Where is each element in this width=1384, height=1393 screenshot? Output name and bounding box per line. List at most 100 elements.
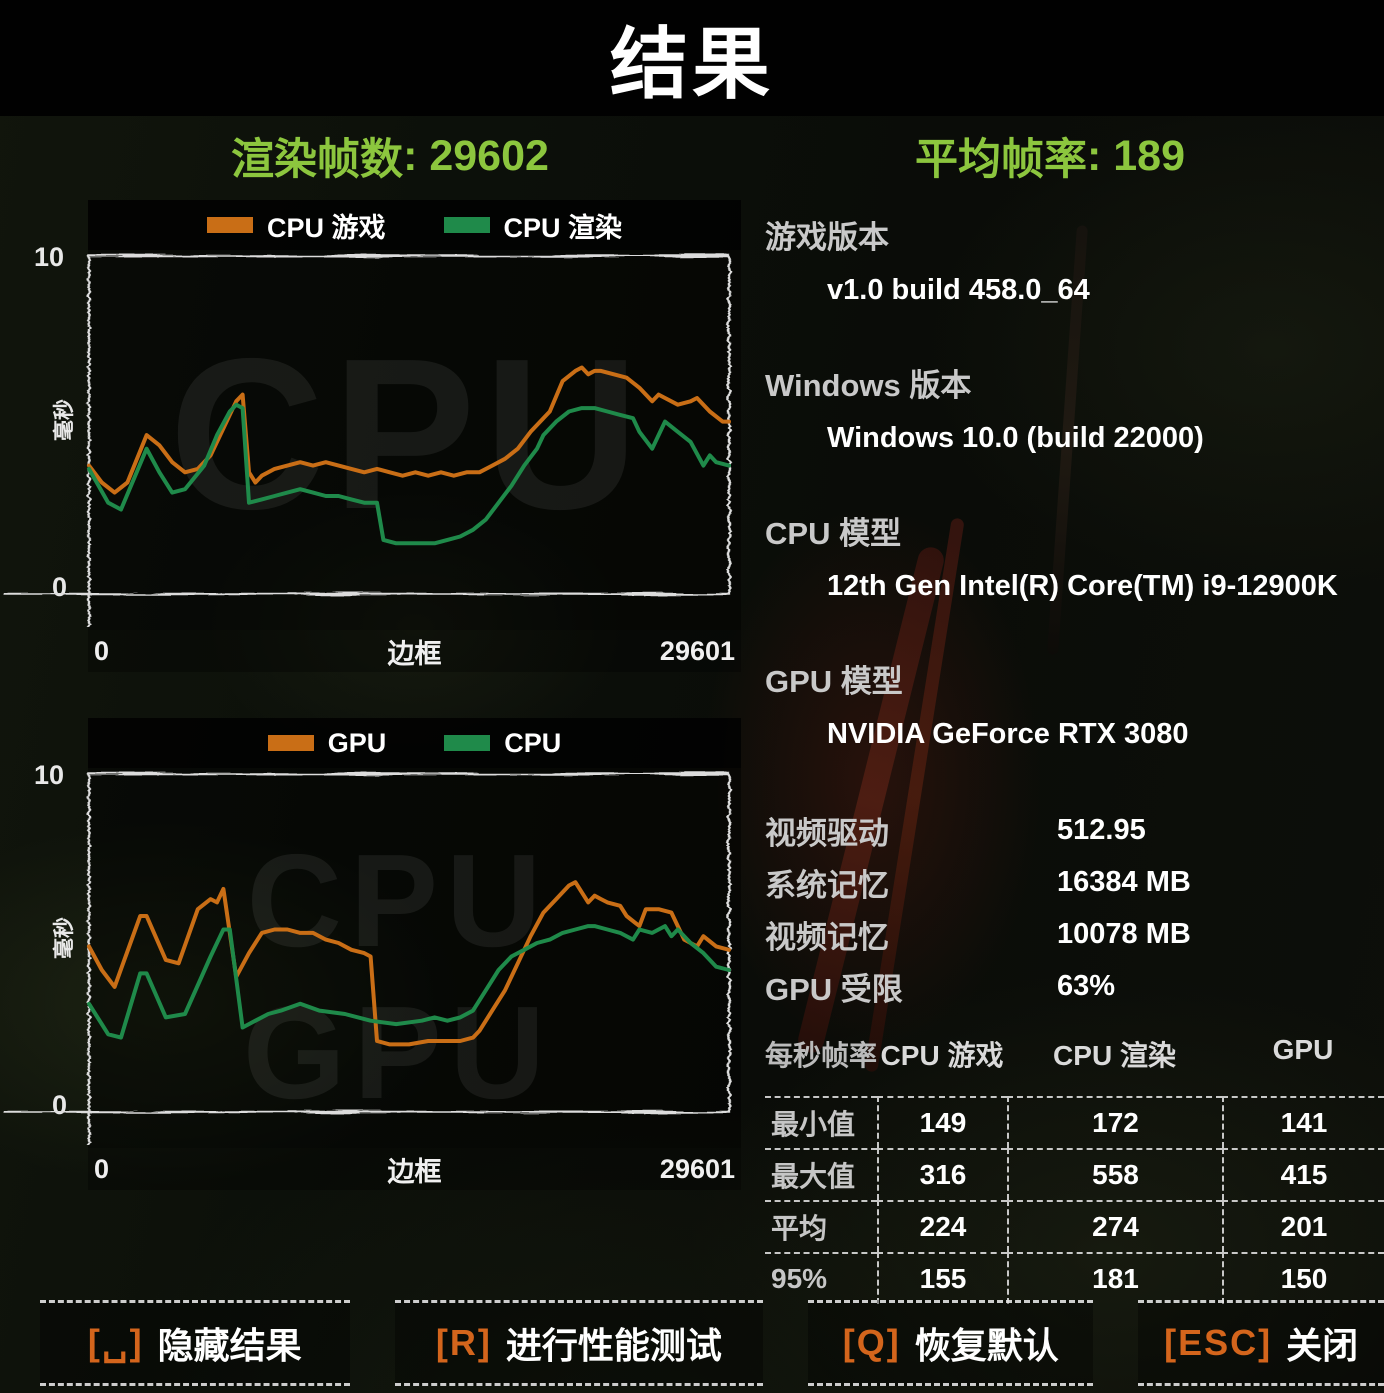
- windows-version-label: Windows 版本: [765, 368, 972, 403]
- title-band: 结果: [0, 0, 1384, 116]
- rendered-frames-value: 29602: [429, 131, 549, 180]
- system-memory-value: 16384 MB: [1057, 865, 1191, 898]
- row-avg-cpu-game: 224: [877, 1200, 1007, 1252]
- game-version-value: v1.0 build 458.0_64: [827, 274, 1090, 306]
- legend-label: CPU 游戏: [266, 212, 386, 243]
- gpu-model-section: GPU 模型 NVIDIA GeForce RTX 3080: [765, 656, 1384, 751]
- cpu-chart-xaxis: 0 边框 29601: [88, 630, 741, 672]
- x-axis-min-label: 0: [94, 635, 110, 666]
- row-95pct-cpu-render: 181: [1007, 1252, 1222, 1304]
- fps-col-cpu-render: CPU 渲染: [1053, 1040, 1176, 1071]
- gpu-frametime-chart-panel: GPU CPU 10 0 毫秒 CPU GPU: [4, 718, 741, 1190]
- y-axis-title: 毫秒: [53, 399, 76, 441]
- cpu-chart-svg: CPU: [4, 254, 731, 628]
- hide-results-button[interactable]: [␣] 隐藏结果: [40, 1300, 350, 1386]
- row-max-cpu-render: 558: [1007, 1148, 1222, 1200]
- average-fps-label: 平均帧率: [914, 136, 1087, 184]
- q-key-hint: [Q]: [842, 1322, 901, 1363]
- watermark-cpu: CPU: [169, 313, 647, 554]
- windows-version-section: Windows 版本 Windows 10.0 (build 22000): [765, 360, 1384, 455]
- row-min-gpu: 141: [1222, 1096, 1384, 1148]
- y-axis-min-label: 0: [52, 1090, 68, 1120]
- system-info-column: 游戏版本 v1.0 build 458.0_64 Windows 版本 Wind…: [765, 212, 1384, 1304]
- x-axis-max-label: 29601: [659, 1153, 736, 1184]
- esc-key-hint: [ESC]: [1164, 1322, 1273, 1363]
- row-min-cpu-game: 149: [877, 1096, 1007, 1148]
- video-driver-label: 视频驱动: [765, 815, 889, 851]
- legend-item-cpu-render: CPU 渲染: [443, 206, 623, 245]
- row-95pct-gpu: 150: [1222, 1252, 1384, 1304]
- gpu-model-label: GPU 模型: [765, 664, 903, 699]
- legend-swatch-orange: [206, 217, 253, 233]
- cpu-model-section: CPU 模型 12th Gen Intel(R) Core(TM) i9-129…: [765, 508, 1384, 603]
- row-95pct-label: 95%: [765, 1252, 877, 1304]
- row-avg-cpu-render: 274: [1007, 1200, 1222, 1252]
- cpu-chart-plot: 10 0 毫秒 CPU: [4, 242, 741, 630]
- y-axis-max-label: 10: [34, 242, 65, 272]
- row-avg-gpu: 201: [1222, 1200, 1384, 1252]
- row-max-gpu: 415: [1222, 1148, 1384, 1200]
- close-button[interactable]: [ESC] 关闭: [1138, 1300, 1384, 1386]
- row-95pct-cpu-game: 155: [877, 1252, 1007, 1304]
- legend-label: CPU: [504, 727, 562, 758]
- system-memory-label: 系统记忆: [765, 867, 889, 903]
- video-driver-row: 视频驱动 512.95: [765, 804, 1384, 856]
- fps-col-gpu: GPU: [1272, 1034, 1334, 1065]
- watermark-cpu: CPU: [247, 827, 550, 974]
- chart-border: [4, 772, 731, 1146]
- legend-label: GPU: [327, 727, 387, 758]
- run-benchmark-button[interactable]: [R] 进行性能测试: [394, 1300, 764, 1386]
- cpu-line: [87, 924, 731, 1040]
- average-fps-stat: 平均帧率: 189: [760, 128, 1340, 185]
- gpu-chart-svg: CPU GPU: [4, 772, 731, 1146]
- row-min-cpu-render: 172: [1007, 1096, 1222, 1148]
- legend-swatch-orange: [267, 735, 314, 751]
- r-key-hint: [R]: [435, 1322, 492, 1363]
- run-benchmark-label: 进行性能测试: [505, 1325, 722, 1366]
- close-label: 关闭: [1286, 1325, 1359, 1366]
- gpu-bound-value: 63%: [1057, 969, 1116, 1002]
- legend-item-cpu-game: CPU 游戏: [206, 206, 386, 245]
- game-version-label: 游戏版本: [765, 220, 889, 255]
- gpu-line: [87, 880, 731, 1047]
- legend-item-gpu: GPU: [267, 727, 387, 759]
- restore-defaults-button[interactable]: [Q] 恢复默认: [808, 1300, 1094, 1386]
- spacebar-key-hint: [␣]: [87, 1322, 144, 1363]
- legend-item-cpu: CPU: [444, 728, 561, 759]
- video-memory-label: 视频记忆: [765, 919, 889, 955]
- rendered-frames-label: 渲染帧数: [231, 136, 404, 184]
- legend-label: CPU 渲染: [503, 212, 623, 243]
- fps-col-cpu-game: CPU 游戏: [880, 1040, 1004, 1071]
- windows-version-value: Windows 10.0 (build 22000): [827, 422, 1204, 454]
- y-axis-max-label: 10: [34, 760, 65, 790]
- cpu-render-line: [87, 402, 731, 546]
- y-axis-title: 毫秒: [53, 917, 76, 959]
- x-axis-title: 边框: [387, 638, 442, 669]
- row-max-label: 最大值: [765, 1148, 877, 1200]
- x-axis-max-label: 29601: [659, 635, 736, 666]
- restore-defaults-label: 恢复默认: [914, 1325, 1059, 1366]
- x-axis-min-label: 0: [94, 1153, 110, 1184]
- chart-border: [4, 254, 731, 628]
- row-avg-label: 平均: [765, 1200, 877, 1252]
- rendered-frames-stat: 渲染帧数: 29602: [80, 128, 700, 185]
- page-title: 结果: [609, 20, 774, 108]
- y-axis-min-label: 0: [52, 572, 68, 602]
- cpu-model-value: 12th Gen Intel(R) Core(TM) i9-12900K: [827, 570, 1338, 602]
- fps-table-corner: 每秒帧率: [765, 1040, 878, 1071]
- cpu-chart-legend: CPU 游戏 CPU 渲染: [88, 200, 741, 250]
- gpu-chart-plot: 10 0 毫秒 CPU GPU: [4, 760, 741, 1148]
- gpu-chart-legend: GPU CPU: [88, 718, 741, 768]
- cpu-game-line: [87, 365, 731, 495]
- action-bar: [␣] 隐藏结果 [R] 进行性能测试 [Q] 恢复默认 [ESC] 关闭: [40, 1300, 1384, 1386]
- gpu-model-value: NVIDIA GeForce RTX 3080: [827, 718, 1189, 750]
- gpu-bound-row: GPU 受限 63%: [765, 960, 1384, 1012]
- game-version-section: 游戏版本 v1.0 build 458.0_64: [765, 212, 1384, 307]
- gpu-bound-label: GPU 受限: [765, 971, 903, 1007]
- watermark-gpu: GPU: [243, 979, 553, 1126]
- fps-table: 每秒帧率 CPU 游戏 CPU 渲染 GPU 最小值 149 172 141 最…: [765, 1028, 1384, 1304]
- video-driver-value: 512.95: [1057, 813, 1146, 846]
- system-memory-row: 系统记忆 16384 MB: [765, 856, 1384, 908]
- row-min-label: 最小值: [765, 1096, 877, 1148]
